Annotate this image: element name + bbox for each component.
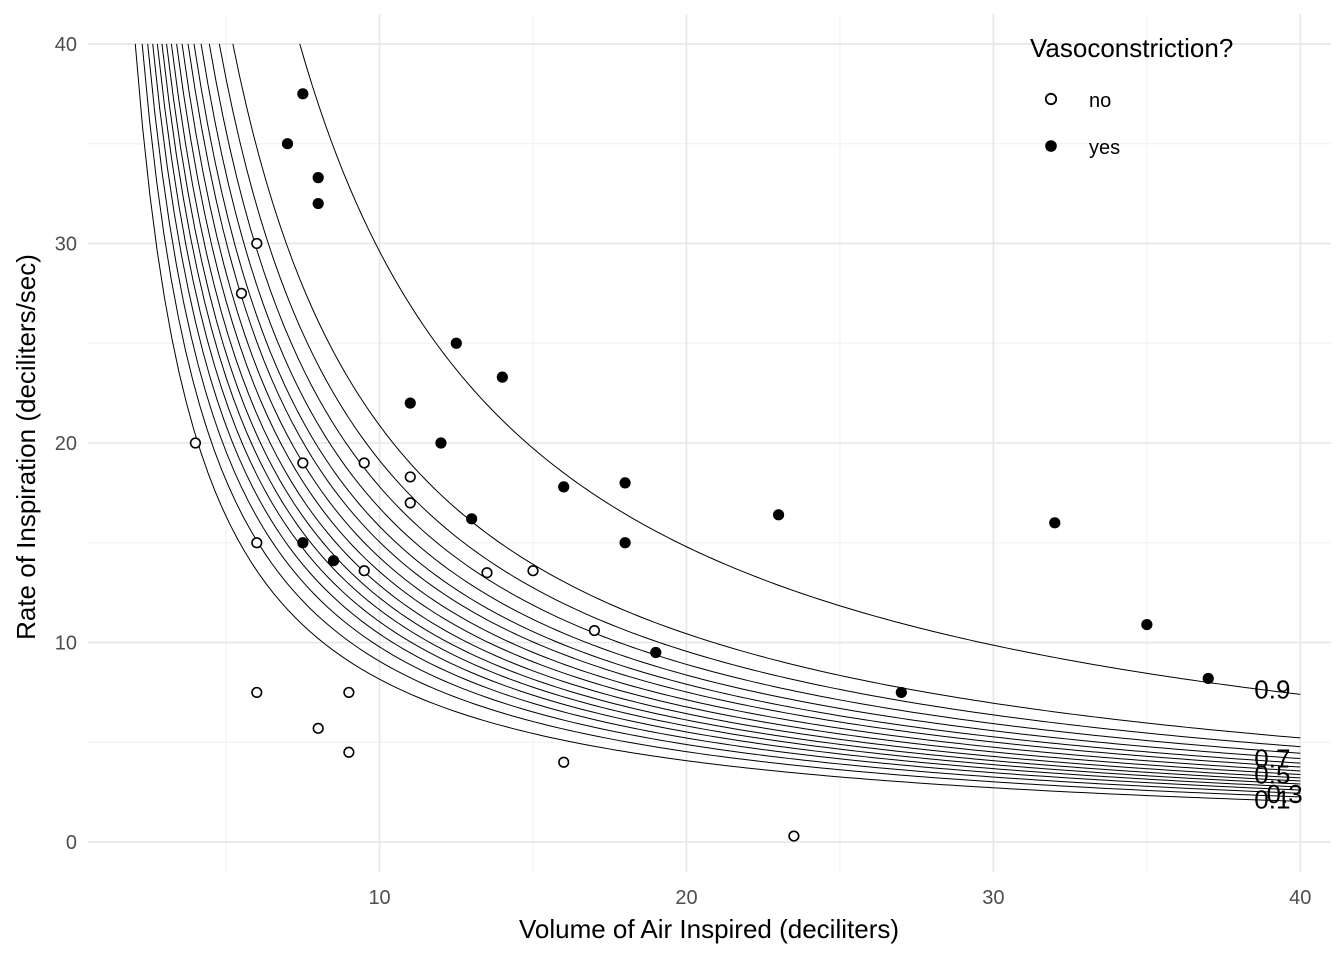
point-yes <box>619 537 631 549</box>
point-no <box>358 457 370 469</box>
x-tick-label: 10 <box>368 887 390 909</box>
legend: Vasoconstriction? no yes <box>1030 33 1233 159</box>
point-no <box>343 686 355 699</box>
point-yes <box>312 172 324 184</box>
contour-labels: 0.10.30.50.7 0.9 <box>1254 674 1302 814</box>
x-axis-ticks: 10 20 30 40 <box>368 887 1311 909</box>
y-tick-label: 20 <box>55 433 77 455</box>
contour-label-0.9: 0.9 <box>1254 674 1290 704</box>
point-no <box>404 471 416 483</box>
point-yes <box>895 686 907 699</box>
point-yes <box>404 397 416 409</box>
contour-label-0.1: 0.1 <box>1254 784 1290 814</box>
y-axis-title: Rate of Inspiration (deciliters/sec) <box>11 254 41 640</box>
contour-line-0.9 <box>299 43 1301 695</box>
point-yes <box>297 537 309 549</box>
point-no <box>788 830 800 842</box>
contour-label-0.7: 0.7 <box>1254 744 1290 774</box>
point-no <box>189 437 202 449</box>
point-no <box>527 565 539 577</box>
x-tick-label: 20 <box>675 887 697 909</box>
point-yes <box>435 437 447 449</box>
point-yes <box>327 555 340 567</box>
contour-line-0.4 <box>166 43 1301 782</box>
x-tick-label: 40 <box>1289 887 1311 909</box>
point-yes <box>297 88 309 100</box>
contour-line-0.85 <box>232 43 1301 739</box>
legend-marker-yes <box>1045 140 1057 152</box>
point-no <box>481 567 493 579</box>
contour-line-0.1 <box>134 43 1301 802</box>
point-yes <box>466 513 478 525</box>
x-tick-label: 30 <box>982 887 1004 909</box>
contour-line-0.15 <box>141 43 1301 798</box>
contour-line-0.65 <box>193 43 1301 764</box>
y-tick-label: 0 <box>66 832 77 854</box>
point-no <box>588 624 601 637</box>
point-no <box>297 457 309 469</box>
point-no <box>558 756 570 768</box>
point-no <box>251 237 263 250</box>
y-tick-label: 10 <box>55 633 77 655</box>
y-axis-ticks: 0 10 20 30 40 <box>55 34 77 854</box>
y-tick-label: 30 <box>55 233 77 255</box>
contour-line-0.8 <box>218 43 1301 748</box>
point-yes <box>772 509 785 521</box>
legend-label-no: no <box>1089 90 1111 112</box>
contour-line-0.6 <box>187 43 1301 768</box>
contour-line-0.45 <box>170 43 1301 779</box>
data-points <box>189 88 1214 842</box>
contour-label-0.5: 0.5 <box>1254 759 1290 789</box>
contour-label-0.3: 0.3 <box>1267 779 1303 809</box>
point-yes <box>281 138 294 150</box>
x-axis-title: Volume of Air Inspired (deciliters) <box>519 914 899 944</box>
point-no <box>312 722 324 734</box>
contour-line-0.5 <box>176 43 1301 775</box>
point-yes <box>312 197 324 210</box>
grid <box>88 14 1331 872</box>
point-no <box>343 746 355 758</box>
legend-title: Vasoconstriction? <box>1030 33 1233 63</box>
contour-line-0.25 <box>152 43 1301 791</box>
point-yes <box>1049 517 1061 529</box>
point-yes <box>558 481 570 493</box>
point-no <box>358 565 370 577</box>
point-yes <box>496 371 508 383</box>
y-tick-label: 40 <box>55 34 77 56</box>
point-no <box>235 287 248 299</box>
point-no <box>404 497 416 509</box>
contour-line-0.35 <box>161 43 1301 785</box>
contour-line-0.2 <box>147 43 1301 794</box>
point-no <box>251 686 263 699</box>
contour-lines <box>134 43 1301 802</box>
legend-marker-no <box>1044 92 1058 106</box>
point-yes <box>1141 618 1153 631</box>
legend-label-yes: yes <box>1089 137 1120 159</box>
point-yes <box>450 337 462 349</box>
point-yes <box>1202 672 1214 685</box>
point-yes <box>619 477 631 489</box>
contour-line-0.55 <box>181 43 1301 772</box>
point-no <box>251 537 263 549</box>
contour-line-0.3 <box>156 43 1301 788</box>
point-yes <box>650 646 662 659</box>
contour-line-0.7 <box>200 43 1301 760</box>
contour-line-0.75 <box>208 43 1301 754</box>
